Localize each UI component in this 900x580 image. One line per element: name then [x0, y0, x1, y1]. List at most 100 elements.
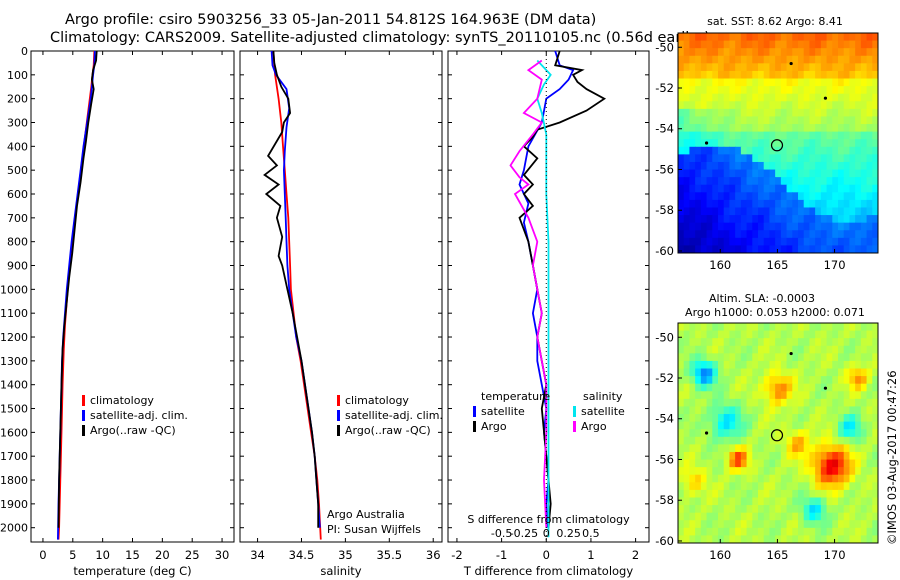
map-cell — [695, 406, 702, 415]
map-cell — [792, 93, 799, 102]
map-cell — [746, 360, 753, 370]
map-cell — [735, 169, 742, 178]
map-cell — [746, 40, 753, 49]
map-cell — [855, 505, 862, 514]
map-cell — [689, 86, 696, 95]
map-cell — [746, 237, 753, 247]
map-cell — [740, 414, 748, 423]
map-cell — [860, 237, 868, 247]
map-cell — [843, 338, 851, 347]
map-cell — [866, 55, 873, 64]
map-cell — [872, 474, 878, 483]
map-cell — [763, 406, 771, 415]
map-cell — [866, 429, 873, 438]
map-cell — [712, 48, 719, 57]
map-cell — [809, 527, 816, 537]
map-cell — [735, 338, 742, 347]
map-cell — [860, 376, 868, 385]
map-cell — [775, 391, 782, 400]
map-cell — [689, 345, 696, 354]
map-cell — [809, 48, 816, 57]
map-cell — [678, 63, 685, 72]
map-cell — [735, 199, 742, 209]
map-cell — [689, 451, 696, 461]
map-cell — [740, 199, 748, 209]
map-cell — [683, 512, 691, 521]
map-cell — [740, 527, 748, 537]
map-cell — [689, 207, 696, 216]
map-cell — [706, 131, 713, 140]
map-cell — [792, 237, 799, 247]
map-cell — [780, 391, 788, 400]
map-cell — [758, 161, 765, 171]
map-cell — [843, 33, 851, 42]
map-cell — [838, 230, 845, 239]
map-cell — [740, 444, 748, 453]
map-cell — [775, 40, 782, 49]
map-cell — [820, 116, 828, 125]
map-cell — [849, 330, 856, 339]
map-cell — [775, 323, 782, 332]
map-cell — [809, 33, 816, 42]
map-cell — [769, 222, 776, 231]
map-cell — [803, 33, 811, 42]
map-cell — [843, 230, 851, 239]
map-cell — [706, 40, 713, 49]
map-cell — [683, 421, 691, 430]
map-cell — [855, 323, 862, 332]
map-cell — [700, 353, 708, 362]
map-cell — [740, 33, 748, 42]
map-cell — [740, 40, 748, 49]
argo-position-marker — [770, 139, 784, 152]
map-cell — [752, 451, 759, 461]
map-cell — [809, 86, 816, 95]
map-cell — [786, 146, 793, 155]
map-cell — [855, 108, 862, 118]
map-cell — [866, 101, 873, 110]
map-cell — [775, 199, 782, 209]
map-cell — [872, 368, 878, 377]
map-cell — [718, 467, 725, 476]
map-cell — [689, 108, 696, 118]
map-cell — [729, 139, 736, 148]
legend-label: satellite — [581, 405, 625, 418]
map-cell — [689, 48, 696, 57]
legend-swatch — [573, 421, 576, 432]
map-cell — [866, 192, 873, 201]
map-cell — [803, 78, 811, 87]
map-cell — [700, 33, 708, 42]
map-cell — [775, 124, 782, 133]
map-cell — [815, 467, 822, 476]
map-cell — [792, 353, 799, 362]
map-cell — [735, 520, 742, 529]
map-cell — [695, 323, 702, 332]
map-cell — [843, 108, 851, 118]
map-cell — [815, 199, 822, 209]
map-cell — [866, 48, 873, 57]
map-cell — [706, 376, 713, 385]
map-cell — [826, 414, 833, 423]
map-cell — [729, 101, 736, 110]
map-cell — [849, 421, 856, 430]
map-cell — [735, 421, 742, 430]
map-cell — [695, 108, 702, 118]
depth-tick-label: 1000 — [0, 283, 28, 296]
map-cell — [809, 512, 816, 521]
map-cell — [735, 474, 742, 483]
map-cell — [735, 391, 742, 400]
map-cell — [706, 406, 713, 415]
series-line-argo-raw-qc- — [263, 50, 320, 528]
map-cell — [683, 222, 691, 231]
map-cell — [769, 63, 776, 72]
map-cell — [843, 116, 851, 125]
map-cell — [872, 70, 878, 80]
map-cell — [746, 245, 753, 253]
map-cell — [855, 131, 862, 140]
map-cell — [723, 436, 731, 445]
map-cell — [678, 429, 685, 438]
map-cell — [843, 482, 851, 491]
map-cell — [700, 414, 708, 423]
map-cell — [786, 398, 793, 408]
map-cell — [815, 345, 822, 354]
map-cell — [815, 338, 822, 347]
